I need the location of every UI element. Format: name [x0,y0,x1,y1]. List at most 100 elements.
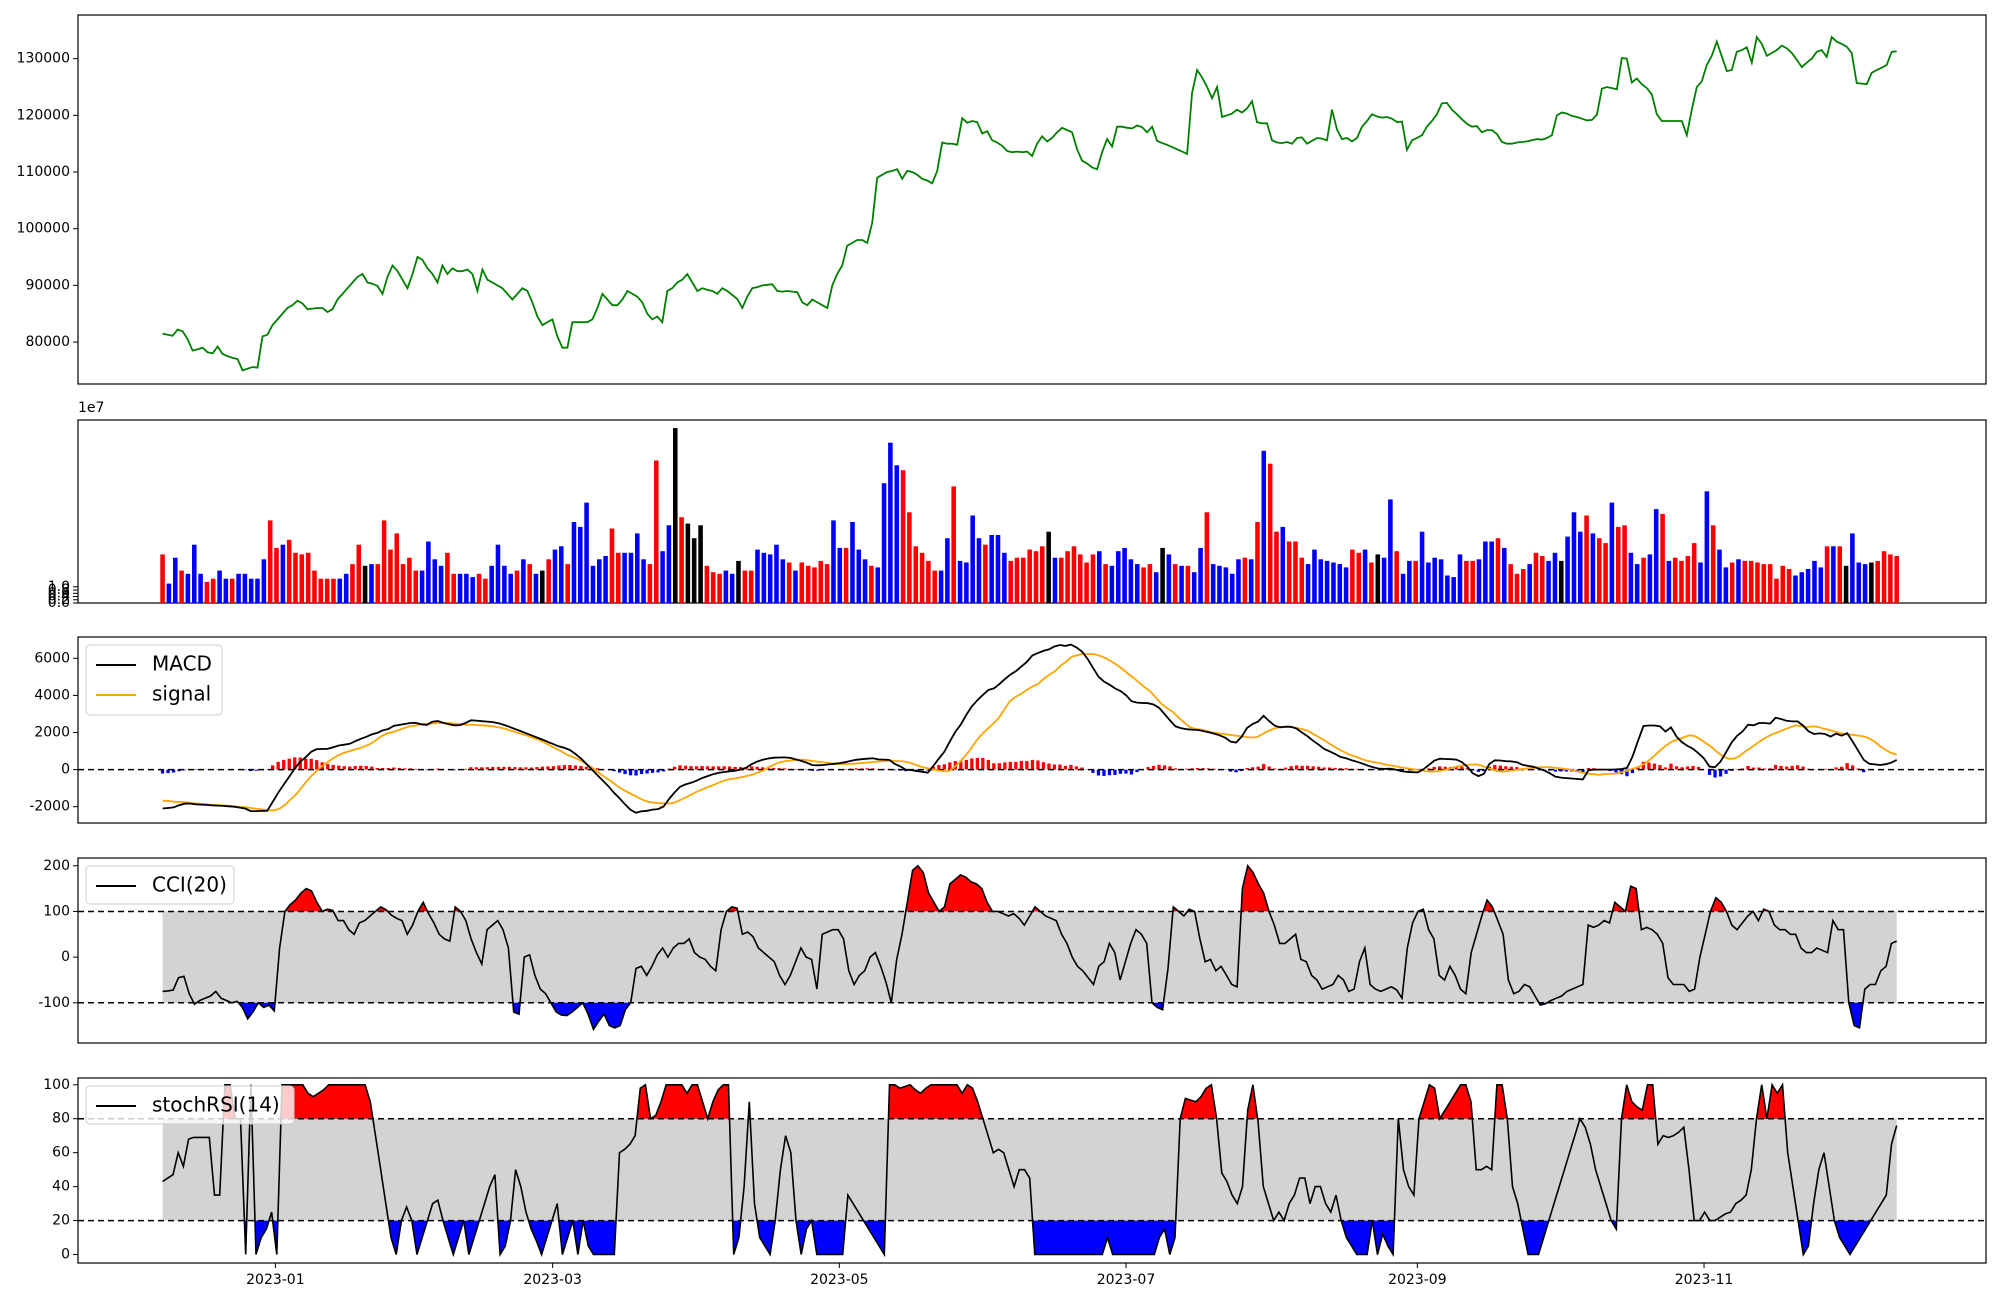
macd-hist-bar [469,767,473,770]
volume-bar [527,564,532,603]
volume-bar [1603,543,1608,603]
macd-hist-bar [1025,761,1029,770]
volume-bar [1495,538,1501,603]
volume-bar [1761,564,1767,603]
volume-bar [774,544,779,603]
macd-hist-bar [342,766,346,770]
macd-hist-bar [309,758,313,770]
overbought-fill [1494,1084,1508,1119]
panel-frame-1 [77,419,1987,604]
volume-bar [1242,557,1248,603]
y-tick-label: 200 [43,858,70,874]
oversold-fill [512,1002,521,1015]
macd-hist-bar [1300,765,1304,770]
macd-hist-bar [1228,769,1233,772]
macd-hist-bar [733,766,737,770]
macd-hist-bar [997,763,1001,770]
volume-bar [1299,557,1305,603]
volume-bar [578,526,583,603]
volume-bar [445,552,450,603]
macd-hist-bar [1306,765,1310,770]
macd-hist-bar [1074,766,1079,770]
volume-bar [1331,562,1336,603]
volume-bar [1559,560,1564,603]
macd-hist-bar [1443,766,1447,770]
macd-hist-bar [1003,762,1007,770]
y-tick-label: 2000 [34,725,70,741]
macd-hist-bar [705,766,710,770]
volume-bar [1774,578,1779,603]
overbought-fill [1483,900,1495,912]
volume-bar [850,522,855,603]
macd-hist-bar [386,768,390,770]
volume-bar [831,520,836,603]
volume-bar [812,567,817,603]
volume-bar [635,533,640,603]
macd-hist-bar [1669,763,1673,770]
legend-label: MACD [152,652,212,676]
volume-bar [1413,560,1418,603]
volume-bar [717,573,722,603]
oversold-fill [1521,1220,1549,1255]
macd-hist-bar [364,766,368,770]
volume-bar [565,564,570,603]
volume-bar [1324,560,1330,603]
overbought-fill [888,1084,983,1119]
volume-bar [369,564,374,603]
macd-hist-bar [1267,766,1271,770]
volume-bar [1881,551,1887,603]
volume-bar [1527,564,1532,603]
volume-bar [1837,546,1843,603]
macd-hist-bar [507,766,512,770]
volume-bar [1476,559,1482,603]
macd-hist-bar [1014,761,1018,770]
volume-bar [1647,554,1653,603]
volume-bar [736,560,741,603]
overbought-fill [939,874,993,912]
signal-line [162,652,1897,812]
volume-bar [242,573,248,603]
macd-hist-bar [1751,767,1756,770]
volume-bar [217,570,222,603]
cci-line [162,864,1898,1032]
volume-bar [793,570,798,603]
overbought-fill [1756,1084,1767,1119]
volume-bar [698,525,703,603]
macd-hist-bar [926,769,930,771]
macd-hist-bar [843,769,847,770]
volume-bar [552,549,558,603]
macd-hist-bar [436,768,440,770]
macd-hist-bar [579,766,583,770]
volume-bar [1628,552,1634,603]
macd-hist-bar [1212,768,1216,770]
volume-bar [894,465,900,603]
macd-hist-bar [1091,769,1095,773]
macd-hist-bar [243,769,247,771]
volume-bar [1426,562,1431,603]
volume-bar [1799,572,1805,603]
volume-bar [514,570,520,603]
macd-hist-bar [524,767,528,770]
macd-hist-bar [1564,769,1568,772]
oversold-fill [1848,1002,1863,1028]
macd-hist-bar [672,766,677,770]
macd-hist-bar [584,766,589,770]
macd-hist-bar [783,768,787,770]
macd-hist-bar [353,766,357,770]
y-tick-label: 0.4 [48,589,70,605]
macd-hist-bar [650,769,655,773]
volume-bar [160,554,165,603]
macd-hist-bar [1680,767,1684,770]
volume-bar [951,486,956,603]
volume-bar [1078,554,1083,603]
volume-bar [723,570,729,603]
macd-hist-bar [298,757,302,770]
macd-hist-bar [1322,767,1326,770]
panel-frame-2 [77,636,1987,824]
volume-bar [388,549,393,603]
volume-bar [1805,569,1811,603]
macd-hist-bar [1493,765,1497,770]
volume-bar [350,564,355,603]
volume-bar [685,523,691,603]
macd-hist-bar [981,758,985,770]
